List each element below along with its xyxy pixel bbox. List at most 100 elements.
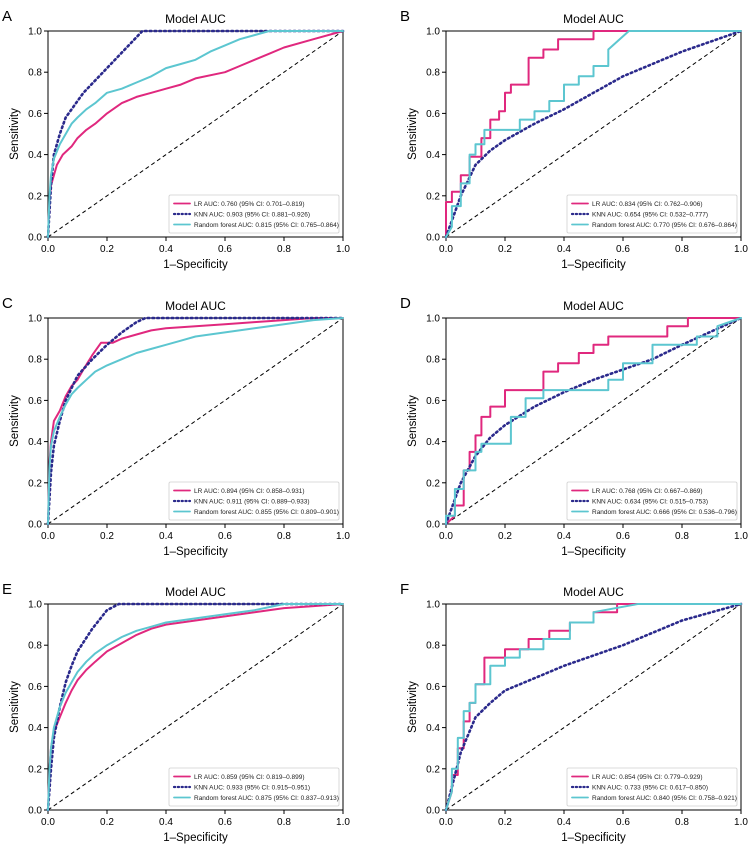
y-tick-label: 0.0 xyxy=(28,233,42,244)
x-tick-label: 0.8 xyxy=(277,531,291,542)
legend-label-rf: Random forest AUC: 0.875 (95% CI: 0.837–… xyxy=(194,795,339,802)
x-tick-label: 0.6 xyxy=(218,244,232,255)
x-tick-label: 0.8 xyxy=(675,531,689,542)
y-tick-label: 0.4 xyxy=(426,723,440,734)
chart-title: Model AUC xyxy=(165,12,226,26)
y-tick-label: 0.6 xyxy=(426,682,440,693)
legend-label-rf: Random forest AUC: 0.666 (95% CI: 0.536–… xyxy=(592,509,737,516)
legend-label-lr: LR AUC: 0.859 (95% CI: 0.819–0.899) xyxy=(194,774,305,781)
legend-label-lr: LR AUC: 0.834 (95% CI: 0.762–0.906) xyxy=(592,201,703,208)
y-tick-label: 0.8 xyxy=(426,355,440,366)
y-tick-label: 1.0 xyxy=(426,314,440,325)
x-tick-label: 1.0 xyxy=(336,531,350,542)
x-axis-label: 1–Specificity xyxy=(561,832,626,844)
y-axis-label: Sensitivity xyxy=(9,395,21,447)
x-tick-label: 1.0 xyxy=(336,244,350,255)
y-tick-label: 0.0 xyxy=(426,233,440,244)
panel-letter: D xyxy=(400,295,411,312)
legend-box xyxy=(168,767,340,807)
x-tick-label: 0.0 xyxy=(41,244,55,255)
y-tick-label: 0.6 xyxy=(28,396,42,407)
x-tick-label: 0.2 xyxy=(498,531,512,542)
y-tick-label: 0.4 xyxy=(28,723,42,734)
x-tick-label: 0.8 xyxy=(277,244,291,255)
y-tick-label: 0.4 xyxy=(426,150,440,161)
y-tick-label: 0.6 xyxy=(28,682,42,693)
y-axis-label: Sensitivity xyxy=(9,108,21,160)
y-tick-label: 0.2 xyxy=(28,478,42,489)
chart-title: Model AUC xyxy=(563,299,624,313)
y-tick-label: 0.6 xyxy=(426,396,440,407)
y-tick-label: 0.4 xyxy=(28,437,42,448)
x-tick-label: 0.8 xyxy=(675,244,689,255)
x-tick-label: 0.8 xyxy=(675,817,689,828)
x-axis-label: 1–Specificity xyxy=(561,259,626,271)
chance-diagonal xyxy=(47,603,344,811)
x-tick-label: 0.0 xyxy=(41,531,55,542)
legend-label-lr: LR AUC: 0.894 (95% CI: 0.858–0.931) xyxy=(194,488,305,495)
x-tick-label: 0.4 xyxy=(159,531,173,542)
x-tick-label: 0.0 xyxy=(439,244,453,255)
legend: LR AUC: 0.760 (95% CI: 0.701–0.819) KNN A… xyxy=(168,194,340,234)
legend-box xyxy=(566,767,738,807)
x-tick-label: 0.2 xyxy=(100,244,114,255)
legend-box xyxy=(168,194,340,234)
y-tick-label: 1.0 xyxy=(426,27,440,38)
panel-letter: B xyxy=(400,8,410,25)
legend: LR AUC: 0.834 (95% CI: 0.762–0.906) KNN A… xyxy=(566,194,738,234)
chance-diagonal xyxy=(445,317,742,525)
legend-label-rf: Random forest AUC: 0.770 (95% CI: 0.676–… xyxy=(592,222,737,229)
x-axis-label: 1–Specificity xyxy=(163,546,228,558)
panel-letter: A xyxy=(2,8,12,25)
legend-label-lr: LR AUC: 0.760 (95% CI: 0.701–0.819) xyxy=(194,201,305,208)
x-tick-label: 0.4 xyxy=(159,817,173,828)
legend: LR AUC: 0.859 (95% CI: 0.819–0.899) KNN A… xyxy=(168,767,340,807)
y-tick-label: 0.8 xyxy=(426,68,440,79)
roc-curve-knn xyxy=(46,602,345,812)
roc-panel-b: B Model AUC 0.0 0.2 0.4 0.6 0.8 1.0 0.0 0.2 0.4 0.6… xyxy=(400,8,748,271)
y-tick-label: 0.0 xyxy=(28,520,42,531)
chart-title: Model AUC xyxy=(165,585,226,599)
x-axis-label: 1–Specificity xyxy=(163,832,228,844)
roc-panel-d: D Model AUC 0.0 0.2 0.4 0.6 0.8 1.0 0.0 0.2 0.4 0.6… xyxy=(400,295,748,558)
plot-frame xyxy=(445,603,742,811)
x-tick-label: 0.2 xyxy=(498,244,512,255)
roc-curve-lr xyxy=(47,30,344,238)
y-tick-label: 1.0 xyxy=(28,600,42,611)
legend-label-knn: KNN AUC: 0.634 (95% CI: 0.515–0.753) xyxy=(592,498,708,505)
x-axis-label: 1–Specificity xyxy=(163,259,228,271)
chart-title: Model AUC xyxy=(165,299,226,313)
y-tick-label: 0.0 xyxy=(426,806,440,817)
y-axis-label: Sensitivity xyxy=(407,395,419,447)
y-tick-label: 1.0 xyxy=(28,314,42,325)
panel-letter: F xyxy=(400,581,409,598)
legend-box xyxy=(168,481,340,521)
x-tick-label: 0.0 xyxy=(41,817,55,828)
legend-label-lr: LR AUC: 0.854 (95% CI: 0.779–0.929) xyxy=(592,774,703,781)
roc-panel-a: A Model AUC 0.0 0.2 0.4 0.6 0.8 1.0 0.0 0.2 0.4 0.6… xyxy=(2,8,350,271)
plot-frame xyxy=(445,317,742,525)
x-tick-label: 0.6 xyxy=(616,531,630,542)
y-tick-label: 0.2 xyxy=(426,191,440,202)
y-tick-label: 0.8 xyxy=(426,641,440,652)
x-tick-label: 0.6 xyxy=(616,817,630,828)
roc-panel-c: C Model AUC 0.0 0.2 0.4 0.6 0.8 1.0 0.0 0.2 0.4 0.6… xyxy=(2,295,350,558)
legend-label-knn: KNN AUC: 0.903 (95% CI: 0.881–0.926) xyxy=(194,211,310,218)
legend: LR AUC: 0.894 (95% CI: 0.858–0.931) KNN A… xyxy=(168,481,340,521)
roc-curve-rf xyxy=(47,317,344,525)
y-tick-label: 0.4 xyxy=(28,150,42,161)
chart-title: Model AUC xyxy=(563,12,624,26)
y-tick-label: 0.8 xyxy=(28,641,42,652)
y-tick-label: 0.2 xyxy=(28,764,42,775)
legend-label-knn: KNN AUC: 0.933 (95% CI: 0.915–0.951) xyxy=(194,784,310,791)
x-tick-label: 1.0 xyxy=(336,817,350,828)
roc-panel-f: F Model AUC 0.0 0.2 0.4 0.6 0.8 1.0 0.0 0.2 0.4 0.6… xyxy=(400,581,748,844)
x-tick-label: 0.2 xyxy=(498,817,512,828)
legend-label-knn: KNN AUC: 0.911 (95% CI: 0.889–0.933) xyxy=(194,498,310,505)
roc-panel-e: E Model AUC 0.0 0.2 0.4 0.6 0.8 1.0 0.0 0.2 0.4 0.6… xyxy=(2,581,350,844)
roc-curve-knn xyxy=(444,602,743,812)
y-tick-label: 0.4 xyxy=(426,437,440,448)
y-axis-label: Sensitivity xyxy=(407,681,419,733)
